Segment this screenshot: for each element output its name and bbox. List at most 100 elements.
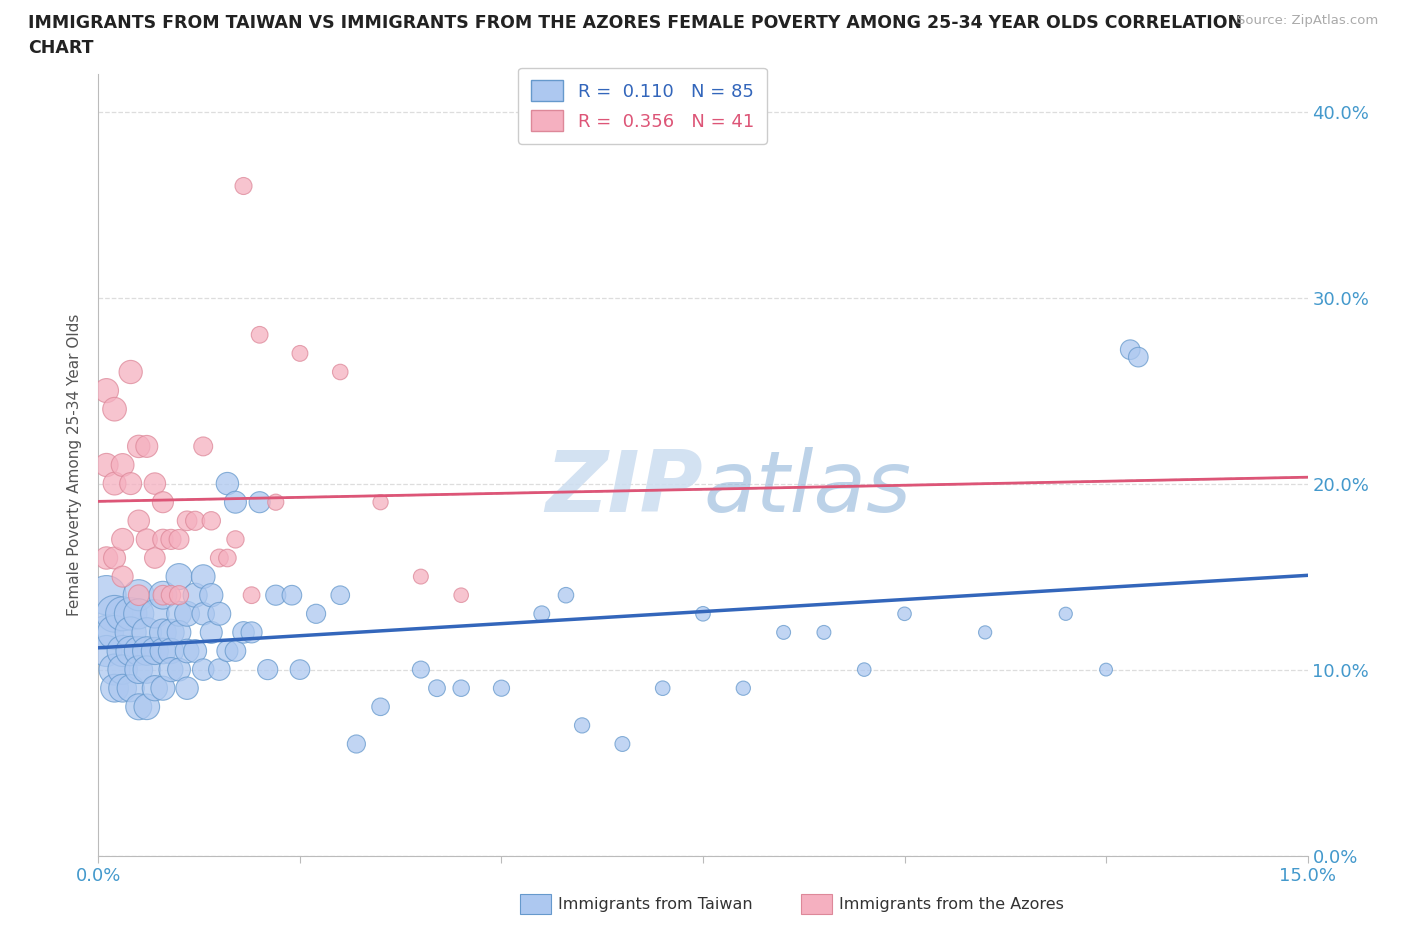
Point (128, 606, 150, 621)
Point (305, 606, 328, 621)
Point (111, 662, 134, 677)
Point (217, 644, 239, 658)
Point (167, 662, 190, 677)
Point (143, 644, 166, 658)
Point (160, 644, 183, 658)
Text: Immigrants from the Azores: Immigrants from the Azores (839, 897, 1064, 912)
Point (103, 625, 125, 640)
Point (167, 625, 190, 640)
Point (232, 179, 254, 193)
Point (96, 644, 118, 658)
Point (111, 644, 134, 658)
Point (103, 606, 125, 621)
Text: atlas: atlas (703, 447, 911, 530)
Point (103, 402, 125, 417)
Point (200, 588, 222, 603)
Point (103, 476, 125, 491)
Point (224, 644, 246, 658)
Point (176, 606, 198, 621)
Point (143, 606, 166, 621)
Text: Immigrants from Taiwan: Immigrants from Taiwan (558, 897, 752, 912)
Legend: R =  0.110   N = 85, R =  0.356   N = 41: R = 0.110 N = 85, R = 0.356 N = 41 (519, 68, 766, 144)
Point (167, 606, 190, 621)
Point (176, 513, 198, 528)
Point (893, 606, 915, 621)
Point (120, 365, 142, 379)
Text: ZIP: ZIP (546, 447, 703, 530)
Point (530, 606, 553, 621)
Point (370, 495, 392, 510)
Point (152, 625, 174, 640)
Point (143, 681, 166, 696)
Point (224, 495, 246, 510)
Point (128, 662, 150, 677)
Point (135, 644, 157, 658)
Point (152, 681, 174, 696)
Point (160, 588, 183, 603)
Point (96, 588, 118, 603)
Text: CHART: CHART (28, 39, 94, 57)
Point (692, 606, 714, 621)
Point (344, 737, 367, 751)
Point (240, 588, 263, 603)
Point (1095, 662, 1118, 677)
Point (256, 662, 278, 677)
Point (232, 625, 254, 640)
Point (167, 532, 190, 547)
Point (1128, 350, 1150, 365)
Point (733, 681, 755, 696)
Point (128, 588, 150, 603)
Point (160, 662, 183, 677)
Point (1119, 342, 1142, 357)
Point (612, 737, 634, 751)
Point (96, 551, 118, 565)
Point (217, 476, 239, 491)
Point (152, 495, 174, 510)
Point (120, 606, 142, 621)
Point (152, 532, 174, 547)
Point (200, 625, 222, 640)
Point (240, 625, 263, 640)
Point (193, 606, 215, 621)
Point (152, 588, 174, 603)
Point (143, 551, 166, 565)
Point (409, 662, 432, 677)
Point (135, 699, 157, 714)
Point (329, 365, 352, 379)
Point (96, 383, 118, 398)
Point (111, 681, 134, 696)
Point (217, 551, 239, 565)
Point (370, 699, 392, 714)
Point (555, 588, 578, 603)
Point (193, 439, 215, 454)
Point (208, 551, 231, 565)
Point (853, 662, 876, 677)
Point (160, 625, 183, 640)
Point (143, 476, 166, 491)
Point (111, 606, 134, 621)
Point (813, 625, 835, 640)
Point (128, 699, 150, 714)
Point (152, 588, 174, 603)
Point (193, 662, 215, 677)
Point (120, 681, 142, 696)
Point (103, 662, 125, 677)
Point (120, 625, 142, 640)
Point (249, 327, 271, 342)
Point (288, 662, 311, 677)
Point (128, 644, 150, 658)
Point (103, 681, 125, 696)
Point (184, 588, 207, 603)
Point (120, 476, 142, 491)
Point (224, 532, 246, 547)
Point (96, 458, 118, 472)
Y-axis label: Female Poverty Among 25-34 Year Olds: Female Poverty Among 25-34 Year Olds (67, 313, 83, 617)
Point (651, 681, 673, 696)
Point (176, 644, 198, 658)
Point (491, 681, 513, 696)
Point (152, 644, 174, 658)
Point (264, 588, 287, 603)
Point (111, 458, 134, 472)
Point (128, 588, 150, 603)
Point (409, 569, 432, 584)
